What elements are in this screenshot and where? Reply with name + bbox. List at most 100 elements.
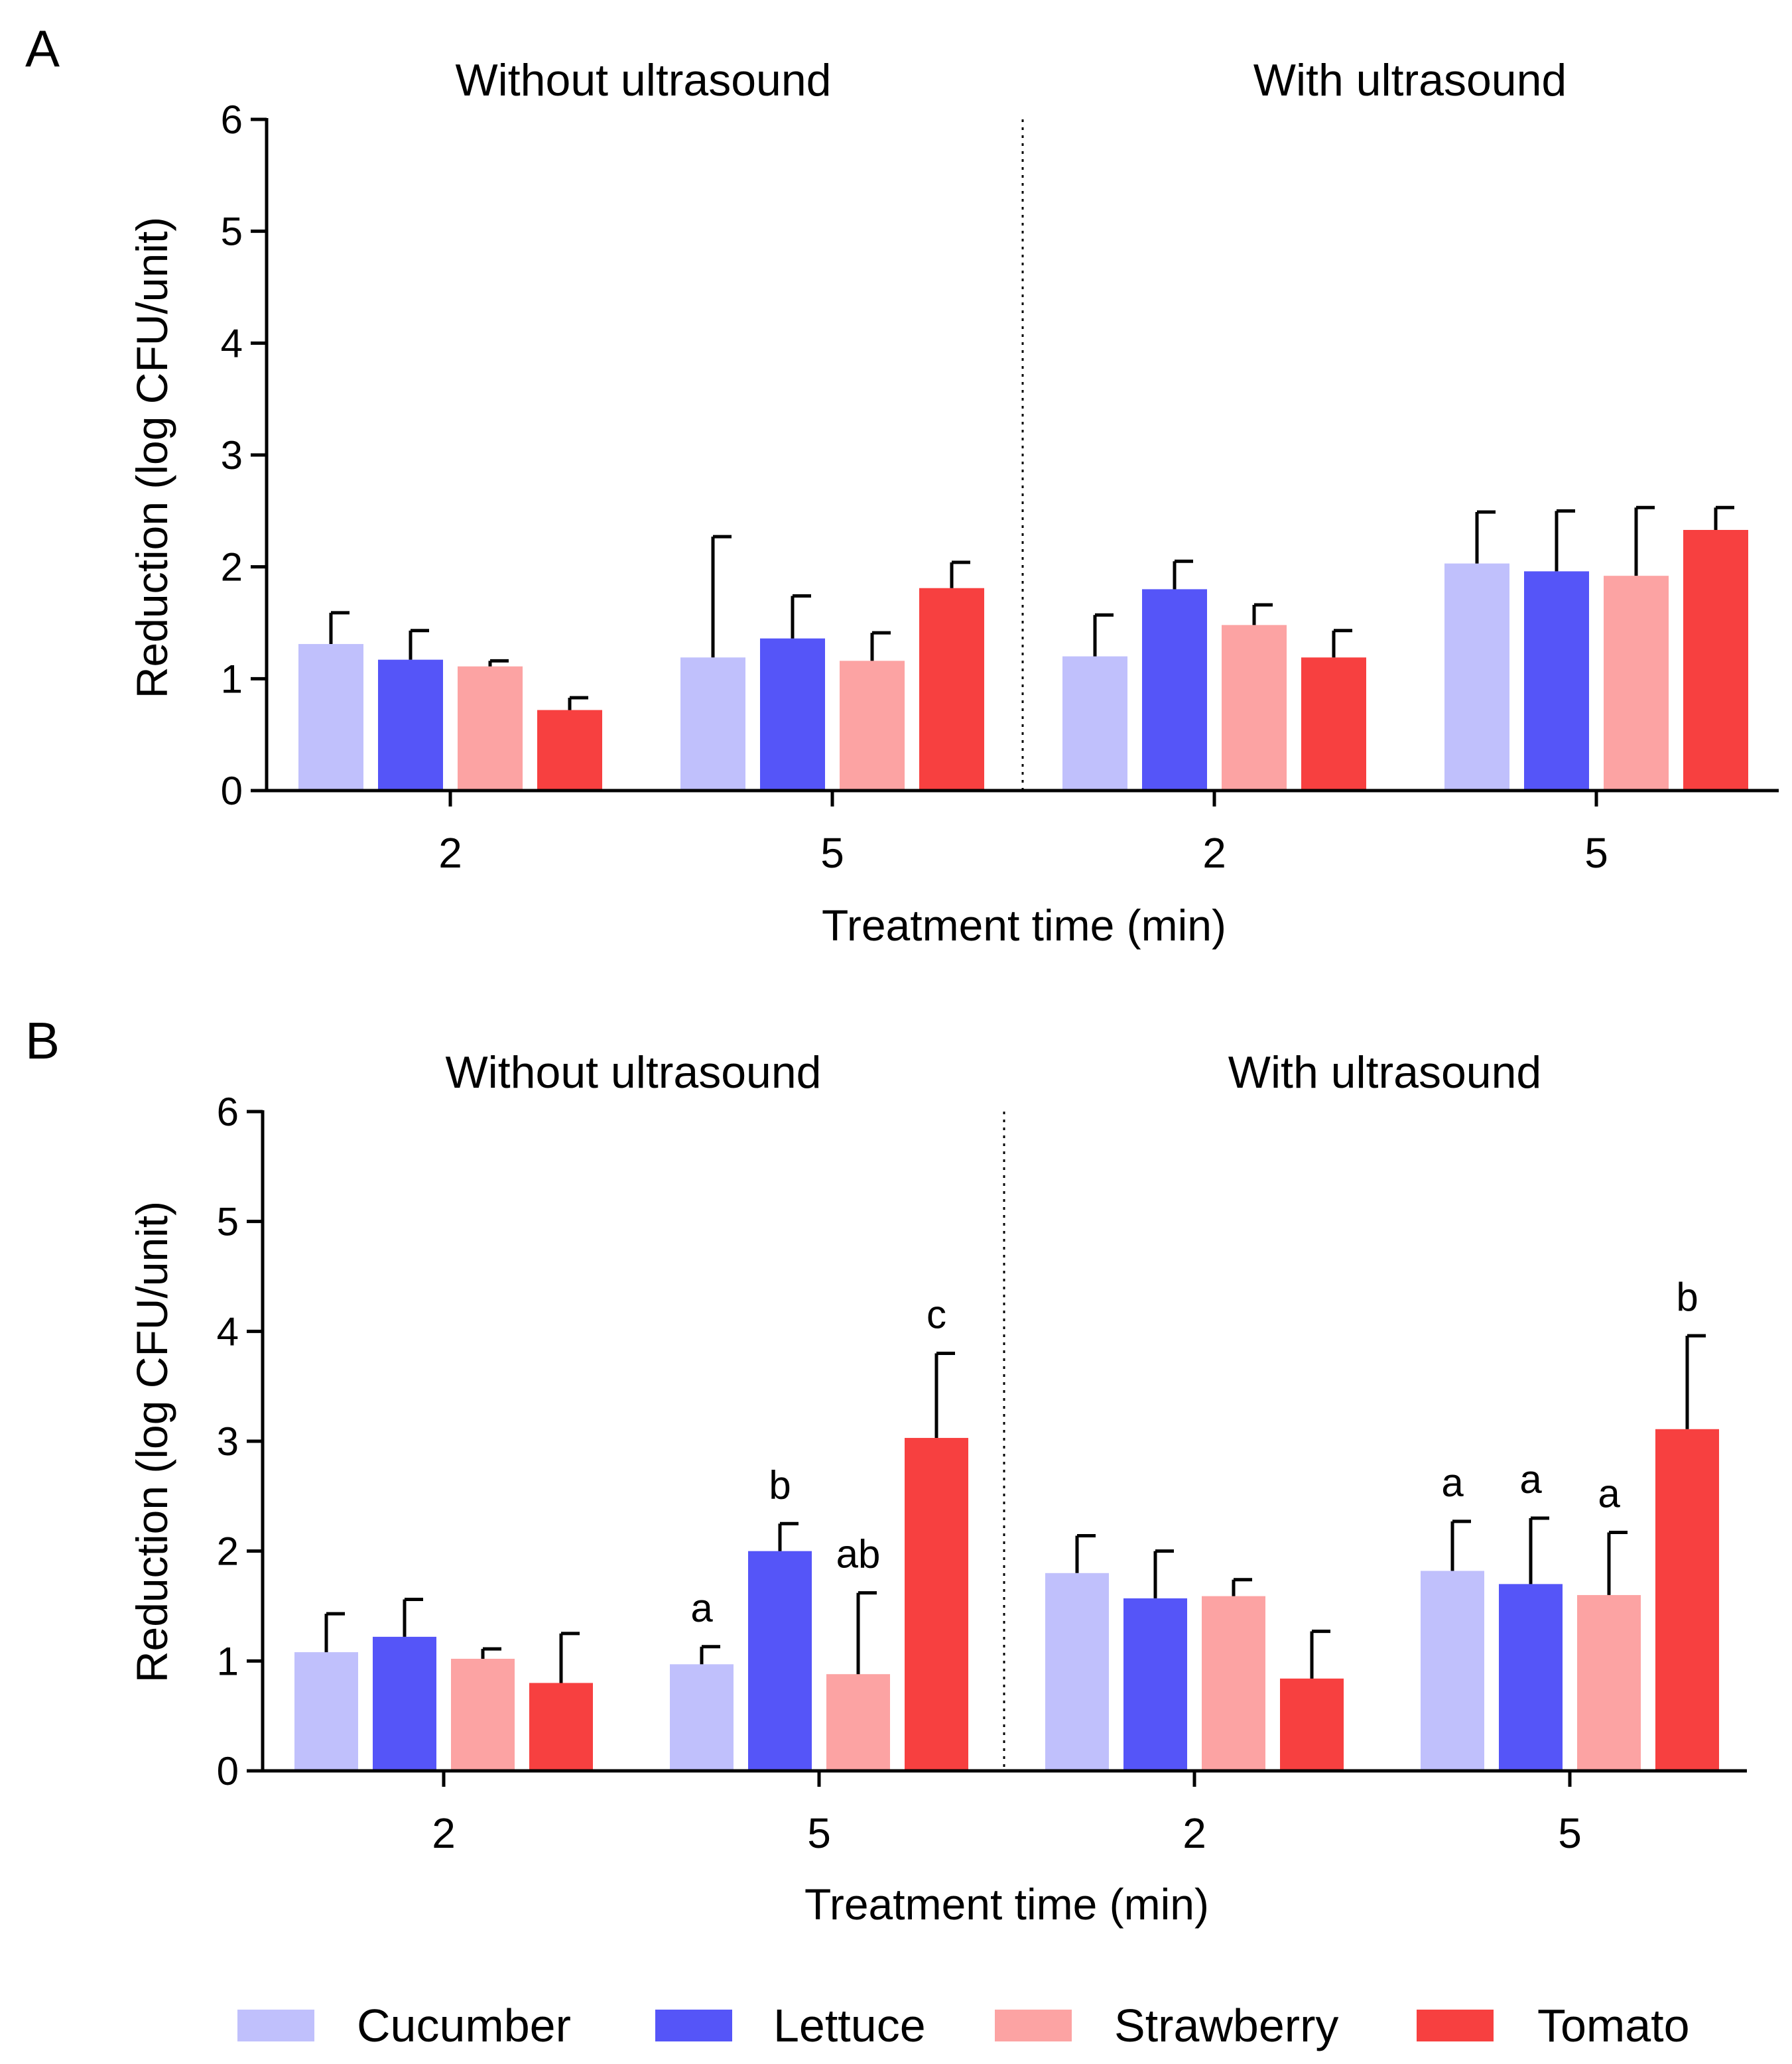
- panel-a-x-tick-label-2: 2: [1202, 829, 1226, 877]
- panel-a-y-tick-label-5: 5: [221, 210, 243, 254]
- legend-swatch-strawberry: [995, 2010, 1072, 2041]
- panel-a-bar-cucumber-group-3: [1444, 563, 1509, 791]
- panel-b-error-bar-cucumber-group-3: [1450, 1519, 1471, 1571]
- legend-swatch-lettuce: [655, 2010, 732, 2041]
- panel-a-error-bar-cucumber-group-0: [329, 611, 350, 645]
- panel-b-x-tick-label-3: 5: [1558, 1809, 1582, 1857]
- panel-b-error-bar-strawberry-group-0: [481, 1647, 501, 1659]
- panel-b-bar-lettuce-group-2: [1123, 1598, 1187, 1771]
- panel-a-bar-tomato-group-3: [1683, 530, 1748, 791]
- panel-a-error-bar-tomato-group-1: [950, 560, 970, 588]
- panel-a-title-with-ultrasound: With ultrasound: [1253, 55, 1567, 105]
- panel-a-x-ticks: 2 5 2 5: [438, 791, 1608, 877]
- panel-b-bar-cucumber-group-1: [670, 1664, 734, 1771]
- panel-a-x-tick-label-1: 5: [820, 829, 844, 877]
- panel-b-title-without-ultrasound: Without ultrasound: [446, 1047, 822, 1098]
- panel-a-x-axis-label: Treatment time (min): [822, 901, 1226, 950]
- panel-b-sig-label-2: ab: [836, 1532, 881, 1577]
- panel-a-bar-tomato-group-0: [537, 710, 602, 791]
- panel-a-error-bar-tomato-group-3: [1714, 505, 1734, 531]
- panel-b-bar-lettuce-group-0: [373, 1636, 436, 1771]
- panel-a: A Without ultrasound With ultrasound Red…: [25, 19, 1779, 950]
- panel-a-error-bar-lettuce-group-0: [409, 629, 429, 660]
- panel-a-y-tick-label-2: 2: [221, 545, 243, 590]
- panel-a-y-ticks: 0 1 2 3 4 5 6: [221, 97, 267, 813]
- panel-b-bars: [294, 1429, 1719, 1771]
- panel-b-x-tick-label-1: 5: [807, 1809, 831, 1857]
- legend-swatch-cucumber: [237, 2010, 314, 2041]
- panel-b-error-bar-lettuce-group-1: [778, 1521, 799, 1551]
- panel-letter-b: B: [25, 1011, 60, 1070]
- panel-b-bar-tomato-group-2: [1280, 1678, 1344, 1771]
- panel-b-error-bar-lettuce-group-3: [1529, 1516, 1549, 1584]
- panel-a-bar-tomato-group-2: [1301, 657, 1366, 791]
- panel-b-bar-strawberry-group-3: [1577, 1594, 1641, 1771]
- panel-b-y-tick-label-6: 6: [217, 1090, 239, 1134]
- panel-b-bar-tomato-group-1: [905, 1438, 968, 1771]
- panel-b-error-bars: [324, 1334, 1706, 1683]
- panel-b-y-tick-label-0: 0: [217, 1749, 239, 1793]
- panel-a-y-tick-label-6: 6: [221, 97, 243, 142]
- panel-b-bar-lettuce-group-3: [1499, 1584, 1563, 1771]
- panel-b-x-axis-label: Treatment time (min): [804, 1880, 1209, 1929]
- panel-b-x-tick-label-0: 2: [432, 1809, 456, 1857]
- panel-letter-a: A: [25, 19, 60, 78]
- panel-b-y-tick-label-5: 5: [217, 1200, 239, 1244]
- panel-b-bar-lettuce-group-1: [748, 1551, 812, 1771]
- panel-a-error-bars: [329, 505, 1734, 710]
- panel-b-error-bar-lettuce-group-2: [1153, 1549, 1174, 1598]
- panel-a-bar-cucumber-group-2: [1062, 656, 1127, 791]
- panel-a-y-tick-label-0: 0: [221, 769, 243, 813]
- panel-a-bar-lettuce-group-3: [1524, 571, 1589, 791]
- panel-b-error-bar-tomato-group-2: [1310, 1630, 1330, 1679]
- panel-b-sig-label-1: b: [769, 1462, 791, 1507]
- panel-b-bar-strawberry-group-2: [1202, 1596, 1265, 1771]
- panel-b-y-tick-label-3: 3: [217, 1419, 239, 1464]
- panel-a-bar-cucumber-group-1: [680, 657, 745, 791]
- panel-b-error-bar-cucumber-group-2: [1075, 1533, 1096, 1573]
- panel-a-error-bar-lettuce-group-3: [1555, 509, 1575, 572]
- panel-b-y-tick-label-4: 4: [217, 1309, 239, 1354]
- legend: Cucumber Lettuce Strawberry Tomato: [237, 2000, 1690, 2051]
- panel-b-x-ticks: 2 5 2 5: [432, 1771, 1582, 1857]
- legend-label-lettuce: Lettuce: [773, 2000, 926, 2051]
- panel-a-error-bar-cucumber-group-2: [1093, 613, 1114, 657]
- panel-a-bar-tomato-group-1: [919, 588, 984, 791]
- panel-a-bar-lettuce-group-2: [1142, 589, 1207, 791]
- panel-a-y-axis-label: Reduction (log CFU/unit): [127, 217, 176, 698]
- panel-a-error-bar-tomato-group-0: [568, 696, 588, 710]
- legend-swatch-tomato: [1417, 2010, 1494, 2041]
- panel-a-bars: [298, 530, 1748, 791]
- panel-b-y-ticks: 0 1 2 3 4 5 6: [217, 1090, 263, 1793]
- panel-b-y-tick-label-2: 2: [217, 1529, 239, 1574]
- panel-b-sig-label-4: a: [1441, 1460, 1464, 1505]
- panel-a-bar-strawberry-group-1: [840, 661, 905, 791]
- panel-b-x-tick-label-2: 2: [1183, 1809, 1206, 1857]
- panel-a-title-without-ultrasound: Without ultrasound: [456, 55, 832, 105]
- legend-label-strawberry: Strawberry: [1114, 2000, 1338, 2051]
- panel-b-title-with-ultrasound: With ultrasound: [1228, 1047, 1541, 1098]
- legend-label-tomato: Tomato: [1537, 2000, 1690, 2051]
- panel-b-sig-label-0: a: [690, 1586, 713, 1630]
- panel-b-bar-cucumber-group-0: [294, 1652, 358, 1771]
- panel-b-y-axis-label: Reduction (log CFU/unit): [127, 1201, 176, 1683]
- panel-a-error-bar-cucumber-group-1: [711, 535, 732, 658]
- panel-b-error-bar-strawberry-group-2: [1232, 1578, 1252, 1596]
- panel-b-bar-tomato-group-0: [529, 1683, 593, 1771]
- panel-a-x-tick-label-3: 5: [1584, 829, 1608, 877]
- panel-b-error-bar-cucumber-group-0: [324, 1612, 345, 1653]
- panel-b-error-bar-strawberry-group-3: [1607, 1531, 1628, 1595]
- panel-b-bar-strawberry-group-0: [451, 1659, 515, 1771]
- panel-a-error-bar-strawberry-group-1: [870, 631, 891, 661]
- panel-a-error-bar-cucumber-group-3: [1475, 510, 1496, 564]
- panel-b-bar-strawberry-group-1: [826, 1674, 890, 1771]
- legend-label-cucumber: Cucumber: [357, 2000, 571, 2051]
- panel-b-y-tick-label-1: 1: [217, 1639, 239, 1683]
- panel-a-error-bar-lettuce-group-1: [791, 594, 811, 639]
- panel-a-bar-cucumber-group-0: [298, 644, 363, 791]
- panel-a-error-bar-strawberry-group-2: [1252, 603, 1273, 625]
- panel-a-y-tick-label-4: 4: [221, 321, 243, 365]
- panel-a-error-bar-lettuce-group-2: [1173, 559, 1193, 590]
- panel-b-error-bar-tomato-group-3: [1685, 1334, 1706, 1429]
